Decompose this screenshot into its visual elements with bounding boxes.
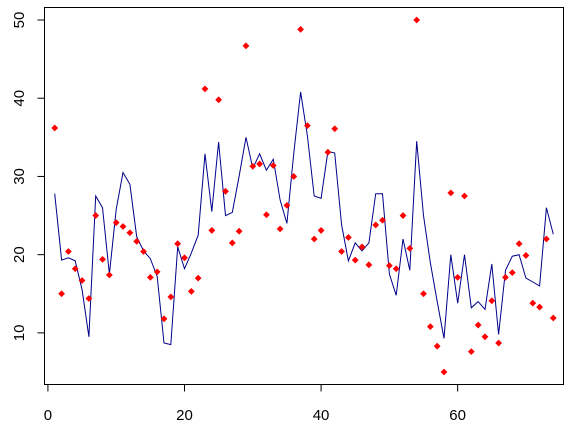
data-point xyxy=(522,252,530,259)
x-tick-label: 40 xyxy=(313,407,330,424)
data-point xyxy=(549,314,557,322)
data-point xyxy=(174,240,182,248)
data-point xyxy=(187,288,195,295)
data-point xyxy=(529,299,537,307)
data-point xyxy=(78,277,86,284)
y-tick-label: 20 xyxy=(11,246,28,263)
y-tick-label: 40 xyxy=(11,90,28,107)
data-point xyxy=(290,173,298,180)
data-point xyxy=(99,255,106,263)
data-point xyxy=(126,229,134,237)
data-point xyxy=(269,162,277,169)
data-point xyxy=(543,235,550,243)
data-point xyxy=(133,237,141,245)
data-point xyxy=(379,216,386,224)
data-point xyxy=(488,297,496,305)
data-point xyxy=(481,333,489,341)
x-tick-label: 0 xyxy=(44,407,52,424)
data-point xyxy=(304,122,311,130)
plot-frame xyxy=(44,7,564,385)
data-point xyxy=(440,368,448,376)
data-point xyxy=(58,290,65,298)
data-point xyxy=(474,321,482,329)
data-point xyxy=(249,162,257,170)
data-point xyxy=(146,273,154,281)
data-point xyxy=(365,261,373,269)
data-point xyxy=(215,96,223,104)
data-point xyxy=(508,269,516,277)
data-point xyxy=(536,303,543,311)
data-point xyxy=(324,148,332,156)
data-point xyxy=(235,227,243,235)
data-point xyxy=(338,248,345,255)
data-point xyxy=(65,248,72,255)
data-point xyxy=(92,212,100,219)
y-axis: 10 20 30 40 50 xyxy=(11,12,45,342)
data-point xyxy=(385,262,393,270)
data-point xyxy=(426,323,434,331)
data-point xyxy=(406,245,414,252)
data-point xyxy=(461,192,468,200)
data-point xyxy=(228,239,236,247)
data-point xyxy=(467,348,475,356)
data-point xyxy=(167,293,175,301)
data-point xyxy=(399,212,407,219)
data-point xyxy=(310,235,318,243)
y-tick-label: 30 xyxy=(11,168,28,185)
data-point xyxy=(201,85,209,93)
data-point xyxy=(433,342,441,350)
data-point xyxy=(495,339,503,347)
data-point xyxy=(392,265,400,273)
data-point xyxy=(105,271,113,279)
data-point xyxy=(502,273,509,281)
data-point xyxy=(194,274,202,282)
data-point xyxy=(140,248,147,255)
x-axis: 0 20 40 60 xyxy=(44,384,466,424)
y-tick-label: 10 xyxy=(11,325,28,342)
data-point xyxy=(153,268,161,276)
x-tick-label: 20 xyxy=(176,407,193,424)
data-point xyxy=(515,240,523,248)
data-point xyxy=(242,42,250,50)
data-point xyxy=(447,189,455,197)
fitted-line xyxy=(54,91,554,346)
data-point xyxy=(276,225,284,233)
data-point xyxy=(160,315,168,323)
data-point xyxy=(351,256,359,264)
data-point xyxy=(112,219,120,226)
data-point xyxy=(222,187,229,195)
data-point xyxy=(297,26,304,33)
data-point xyxy=(358,243,366,251)
data-point xyxy=(331,125,339,133)
data-point xyxy=(372,221,380,229)
data-point xyxy=(413,16,421,24)
data-point xyxy=(51,124,59,132)
x-tick-label: 60 xyxy=(449,407,466,424)
data-point xyxy=(208,227,216,234)
data-point xyxy=(317,227,325,234)
y-tick-label: 50 xyxy=(11,12,28,29)
data-point xyxy=(85,295,93,302)
data-point xyxy=(263,211,270,219)
data-point xyxy=(283,201,291,209)
series-layer xyxy=(51,16,557,376)
data-point xyxy=(119,223,127,230)
data-point xyxy=(256,160,264,168)
data-point xyxy=(454,273,462,281)
data-point xyxy=(71,265,79,273)
data-point xyxy=(181,254,188,262)
data-point xyxy=(420,290,427,298)
data-point xyxy=(344,234,352,241)
